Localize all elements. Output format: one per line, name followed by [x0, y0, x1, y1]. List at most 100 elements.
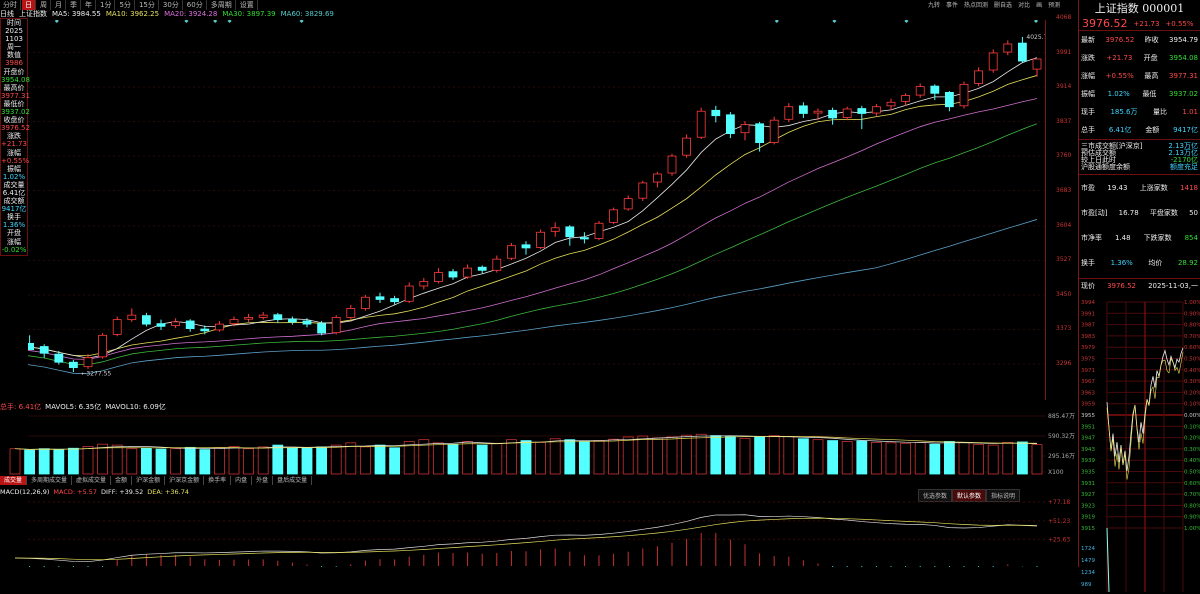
info-line: 振幅	[7, 164, 21, 173]
volume-bar	[345, 442, 357, 475]
price-tick: 3604	[1056, 221, 1072, 229]
candle	[98, 333, 107, 359]
index-name: 上证指数	[19, 10, 47, 18]
candle	[477, 265, 487, 274]
period-tab-6[interactable]: 1分	[97, 0, 116, 10]
macd-button-1[interactable]: 默认参数	[952, 489, 987, 502]
macd-button-0[interactable]: 优选参数	[918, 489, 953, 502]
indicator-tab-4[interactable]: 沪深金额	[132, 476, 166, 485]
candle	[696, 107, 706, 140]
indicator-tab-1[interactable]: 多周期成交量	[27, 476, 73, 485]
candle-body	[214, 323, 224, 331]
candle-body	[565, 226, 575, 238]
period-tab-8[interactable]: 15分	[136, 0, 159, 10]
indicator-tab-8[interactable]: 外盘	[252, 476, 274, 485]
period-tab-10[interactable]: 60分	[184, 0, 207, 10]
indicator-tab-2[interactable]: 虚拟成交量	[72, 476, 112, 485]
tool-button-0[interactable]: 九转	[928, 2, 941, 9]
intraday-pct-tick: 0.90%	[1184, 311, 1200, 317]
tool-button-1[interactable]: 事件	[946, 2, 959, 9]
period-tab-7[interactable]: 5分	[116, 0, 135, 10]
candle-body	[419, 281, 429, 287]
stat-value: 854	[1184, 233, 1198, 242]
info-line: 3937.02	[1, 108, 30, 117]
market-turnover: 三市成交额[沪深京] 2.13万亿 预估成交额 2.13万亿 较上日此时 -2170亿 沪股…	[1079, 139, 1200, 175]
candle	[886, 98, 896, 111]
price-tick: 3991	[1056, 48, 1072, 56]
indicator-tab-6[interactable]: 换手率	[204, 476, 232, 485]
market-label: 较上日此时	[1081, 156, 1116, 164]
volume-bar	[53, 449, 65, 475]
candle	[769, 116, 779, 145]
intraday-pct-tick: 0.50%	[1184, 470, 1200, 476]
info-line: +21.73	[1, 140, 27, 149]
candle	[988, 49, 998, 73]
volume-bar	[754, 436, 765, 475]
period-tab-5[interactable]: 年	[82, 0, 96, 10]
indicator-tab-5[interactable]: 沪深京金额	[165, 476, 205, 485]
period-tab-11[interactable]: 多周期	[208, 0, 236, 10]
quote-value: 3977.31	[1169, 72, 1198, 80]
candle-body	[477, 266, 487, 271]
last-price: 3976.52	[1082, 17, 1128, 30]
candle	[156, 319, 166, 330]
candle-body	[915, 86, 925, 96]
candlestick-chart[interactable]: 4025.70 ←3277.55	[28, 20, 1046, 400]
info-line: 最低价	[3, 99, 25, 108]
tool-button-2[interactable]: 热点回测	[964, 2, 989, 9]
volume-bar	[432, 442, 444, 475]
crosshair-info-panel: 时间 2025 1103 周一 数值 3986 开盘价 3954.08 最高价 3977.31 最低…	[0, 18, 30, 256]
tool-button-3[interactable]: 删自选	[994, 2, 1013, 9]
indicator-tab-9[interactable]: 盘后成交量	[273, 476, 313, 485]
candle	[857, 105, 867, 130]
intraday-price-tick: 3919	[1081, 515, 1095, 521]
volume-bar	[68, 447, 79, 475]
volume-bar	[462, 441, 474, 475]
quote-label: 振幅	[1081, 90, 1095, 98]
tool-button-5[interactable]: 画	[1036, 2, 1043, 9]
candle-body	[930, 85, 940, 94]
candle-body	[331, 316, 341, 334]
candle-body	[404, 285, 414, 302]
volume-bar	[637, 435, 649, 475]
intraday-price-tick: 3947	[1081, 436, 1095, 442]
indicator-tab-7[interactable]: 内盘	[231, 476, 253, 485]
tool-button-6[interactable]: 预测	[1048, 2, 1061, 9]
period-tab-4[interactable]: 季	[67, 0, 81, 10]
candle-body	[872, 106, 881, 114]
info-line: 开盘价	[3, 67, 25, 76]
period-tab-3[interactable]: 月	[52, 0, 66, 10]
candle-body	[959, 83, 969, 107]
stat-label: 换手	[1081, 258, 1095, 267]
candle-body	[711, 109, 721, 117]
intraday-pct-tick: 0.10%	[1184, 424, 1200, 430]
candle	[682, 134, 691, 158]
intraday-pct-tick: 0.20%	[1184, 436, 1200, 442]
dea-line	[14, 517, 1038, 561]
indicator-tab-0[interactable]: 成交量	[0, 476, 28, 485]
period-tab-0[interactable]: 分时	[0, 0, 21, 10]
intraday-price-tick: 3955	[1081, 413, 1095, 419]
candle-body	[828, 109, 837, 119]
period-tab-1[interactable]: 日	[22, 0, 36, 10]
volume-bar	[841, 441, 853, 475]
intraday-chart[interactable]: 3994 1.00% 3991 0.90% 3987 0.80% 3983 0.70% 3979…	[1079, 292, 1200, 593]
macd-button-2[interactable]: 指标说明	[986, 489, 1021, 502]
period-tab-12[interactable]: 设置	[237, 0, 258, 10]
ma20-value: MA20: 3924.28	[164, 10, 218, 18]
indicator-tab-3[interactable]: 金额	[111, 476, 133, 485]
volume-bar	[856, 440, 868, 475]
intraday-price-tick: 3971	[1081, 368, 1095, 374]
volume-bar	[126, 448, 138, 475]
info-line: +0.55%	[1, 156, 30, 165]
tool-button-4[interactable]: 对比	[1018, 2, 1031, 9]
period-tab-2[interactable]: 周	[37, 0, 51, 10]
volume-bar	[827, 440, 838, 475]
event-marker-icon	[904, 20, 909, 23]
quote-row: 涨跌 +21.73 开盘 3954.08	[1079, 49, 1200, 67]
candle	[463, 264, 473, 279]
intraday-price-tick: 3991	[1081, 311, 1095, 317]
period-tab-9[interactable]: 30分	[160, 0, 183, 10]
volume-bar	[316, 446, 328, 475]
candle-body	[740, 124, 750, 134]
